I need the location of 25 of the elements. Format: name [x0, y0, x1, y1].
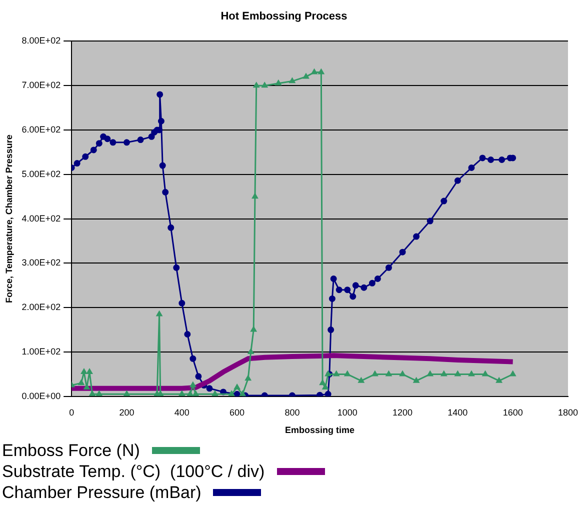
chart-title: Hot Embossing Process	[220, 10, 348, 23]
y-tick-label: 8.00E+02	[22, 36, 61, 46]
x-tick-label: 1600	[502, 407, 523, 418]
x-tick-label: 0	[69, 407, 74, 418]
y-tick-label: 3.00E+02	[22, 258, 61, 268]
x-tick-label: 1800	[558, 407, 578, 418]
x-tick-label: 1200	[392, 407, 413, 418]
y-tick-label: 6.00E+02	[22, 124, 61, 134]
x-tick-label: 600	[230, 407, 245, 418]
x-tick-label: 800	[284, 407, 300, 418]
x-tick-label: 400	[174, 407, 190, 418]
x-axis-title: Embossing time	[285, 425, 355, 436]
x-tick-label: 200	[119, 407, 134, 418]
legend-label: Emboss Force (N)	[2, 440, 140, 461]
x-tick-label: 1000	[337, 407, 358, 418]
legend-label: Substrate Temp. (°C) (100°C / div)	[2, 461, 265, 482]
y-tick-label: 5.00E+02	[22, 168, 61, 179]
y-axis-title: Force, Temperature, Chamber Pressure	[4, 134, 14, 304]
y-tick-label: 1.00E+02	[22, 346, 61, 356]
y-tick-label: 7.00E+02	[22, 80, 61, 90]
legend-label: Chamber Pressure (mBar)	[2, 482, 202, 503]
x-tick-label: 1400	[448, 407, 468, 418]
y-tick-label: 2.00E+02	[22, 302, 61, 312]
y-tick-label: 4.00E+02	[22, 213, 61, 224]
y-tick-label: 0.00E+00	[22, 390, 61, 401]
